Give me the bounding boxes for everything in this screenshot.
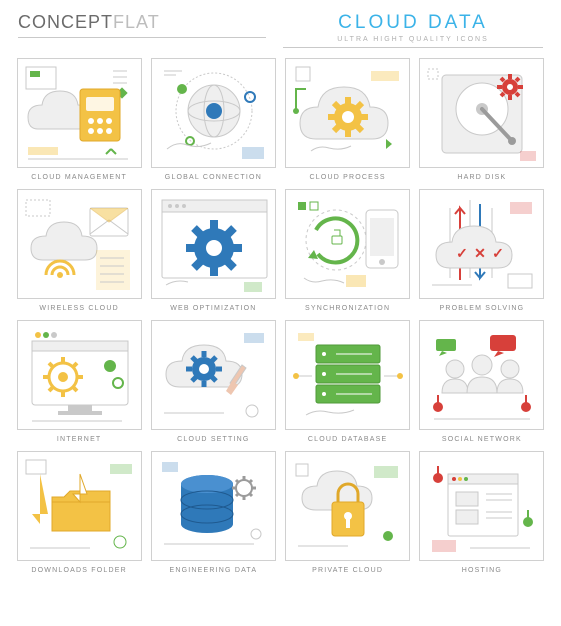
synchronization-icon <box>285 189 410 299</box>
caption: DOWNLOADS FOLDER <box>31 567 126 574</box>
cloud-database-icon <box>285 320 410 430</box>
private-cloud-icon <box>285 451 410 561</box>
cloud-process-icon <box>285 58 410 168</box>
caption: WIRELESS CLOUD <box>39 305 118 312</box>
cell-synchronization: SYNCHRONIZATION <box>285 189 411 312</box>
title-block: CLOUD DATA ULTRA HIGHT QUALITY ICONS <box>283 12 543 48</box>
cell-wireless-cloud: WIRELESS CLOUD <box>16 189 142 312</box>
caption: CLOUD MANAGEMENT <box>31 174 127 181</box>
caption: WEB OPTIMIZATION <box>170 305 256 312</box>
brand-word-1: CONCEPT <box>18 12 113 32</box>
caption: HARD DISK <box>457 174 506 181</box>
wireless-cloud-icon <box>17 189 142 299</box>
problem-solving-icon: ✓ ✕ ✓ <box>419 189 544 299</box>
caption: INTERNET <box>57 436 102 443</box>
social-network-icon <box>419 320 544 430</box>
svg-text:✓: ✓ <box>493 245 505 261</box>
hosting-icon <box>419 451 544 561</box>
brand-block: CONCEPTFLAT <box>18 12 266 38</box>
caption: SOCIAL NETWORK <box>442 436 522 443</box>
cell-engineering-data: ENGINEERING DATA <box>150 451 276 574</box>
collection-subtitle: ULTRA HIGHT QUALITY ICONS <box>283 36 543 43</box>
downloads-folder-icon <box>17 451 142 561</box>
cell-cloud-database: CLOUD DATABASE <box>285 320 411 443</box>
caption: GLOBAL CONNECTION <box>165 174 262 181</box>
global-connection-icon <box>151 58 276 168</box>
caption: SYNCHRONIZATION <box>305 305 390 312</box>
caption: PROBLEM SOLVING <box>439 305 524 312</box>
title-underline <box>283 47 543 48</box>
cell-cloud-process: CLOUD PROCESS <box>285 58 411 181</box>
caption: CLOUD DATABASE <box>308 436 388 443</box>
cell-internet: INTERNET <box>16 320 142 443</box>
icon-grid: CLOUD MANAGEMENT GLOBAL CONNECTION <box>14 58 547 574</box>
brand-word-2: FLAT <box>113 12 160 32</box>
caption: CLOUD SETTING <box>177 436 249 443</box>
caption: CLOUD PROCESS <box>309 174 385 181</box>
caption: ENGINEERING DATA <box>169 567 257 574</box>
cell-cloud-setting: CLOUD SETTING <box>150 320 276 443</box>
header: CONCEPTFLAT CLOUD DATA ULTRA HIGHT QUALI… <box>14 12 547 48</box>
caption: HOSTING <box>462 567 502 574</box>
cloud-setting-icon <box>151 320 276 430</box>
hard-disk-icon <box>419 58 544 168</box>
cell-web-optimization: WEB OPTIMIZATION <box>150 189 276 312</box>
brand-underline <box>18 37 266 38</box>
cell-problem-solving: ✓ ✕ ✓ PROBLEM SOLVING <box>419 189 545 312</box>
collection-title: CLOUD DATA <box>283 12 543 34</box>
cell-cloud-management: CLOUD MANAGEMENT <box>16 58 142 181</box>
cell-social-network: SOCIAL NETWORK <box>419 320 545 443</box>
cell-downloads-folder: DOWNLOADS FOLDER <box>16 451 142 574</box>
cell-hosting: HOSTING <box>419 451 545 574</box>
internet-icon <box>17 320 142 430</box>
svg-text:✓: ✓ <box>457 245 469 261</box>
cell-hard-disk: HARD DISK <box>419 58 545 181</box>
engineering-data-icon <box>151 451 276 561</box>
cloud-management-icon <box>17 58 142 168</box>
cell-private-cloud: PRIVATE CLOUD <box>285 451 411 574</box>
cell-global-connection: GLOBAL CONNECTION <box>150 58 276 181</box>
caption: PRIVATE CLOUD <box>312 567 383 574</box>
web-optimization-icon <box>151 189 276 299</box>
svg-text:✕: ✕ <box>475 245 487 261</box>
